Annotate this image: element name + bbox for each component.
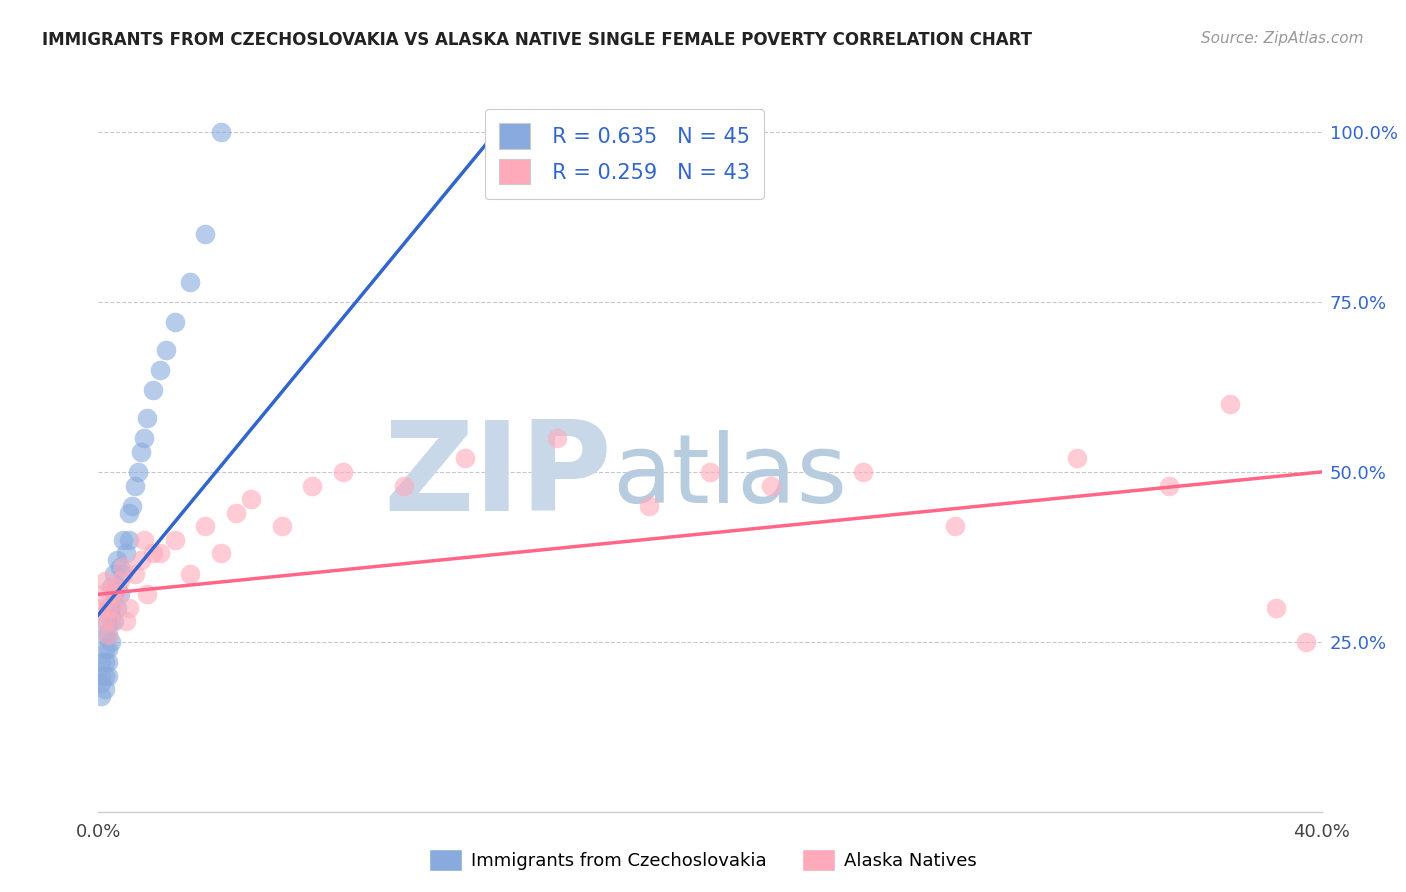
Point: [97, 628, 120, 642]
Point: [392, 478, 416, 492]
Point: [103, 600, 125, 615]
Point: [454, 451, 477, 466]
Point: [124, 478, 146, 492]
Point: [270, 519, 292, 533]
Point: [103, 587, 125, 601]
Point: [90, 655, 112, 669]
Text: IMMIGRANTS FROM CZECHOSLOVAKIA VS ALASKA NATIVE SINGLE FEMALE POVERTY CORRELATIO: IMMIGRANTS FROM CZECHOSLOVAKIA VS ALASKA…: [42, 31, 1032, 49]
Point: [209, 546, 232, 560]
Point: [100, 615, 122, 629]
Point: [1219, 397, 1241, 411]
Point: [111, 533, 134, 547]
Point: [332, 465, 354, 479]
Point: [93, 641, 115, 656]
Point: [108, 574, 131, 588]
Point: [103, 566, 125, 581]
Point: [129, 553, 152, 567]
Point: [93, 615, 115, 629]
Text: Source: ZipAtlas.com: Source: ZipAtlas.com: [1201, 31, 1364, 46]
Point: [118, 600, 141, 615]
Text: atlas: atlas: [612, 430, 848, 523]
Point: [163, 533, 186, 547]
Point: [179, 275, 201, 289]
Legend: Immigrants from Czechoslovakia, Alaska Natives: Immigrants from Czechoslovakia, Alaska N…: [422, 842, 984, 879]
Point: [1066, 451, 1088, 466]
Point: [108, 587, 131, 601]
Point: [149, 546, 172, 560]
Point: [93, 628, 115, 642]
Point: [93, 655, 115, 669]
Point: [699, 465, 721, 479]
Point: [136, 587, 159, 601]
Point: [852, 465, 875, 479]
Point: [124, 566, 146, 581]
Point: [118, 506, 141, 520]
Point: [1295, 635, 1317, 649]
Point: [97, 628, 120, 642]
Point: [93, 615, 115, 629]
Point: [129, 444, 152, 458]
Point: [301, 478, 323, 492]
Point: [105, 600, 128, 615]
Point: [93, 682, 115, 697]
Point: [759, 478, 782, 492]
Point: [111, 560, 134, 574]
Point: [97, 600, 120, 615]
Point: [943, 519, 966, 533]
Point: [100, 635, 122, 649]
Point: [240, 492, 263, 507]
Point: [111, 566, 134, 581]
Point: [134, 431, 156, 445]
Point: [103, 615, 125, 629]
Point: [90, 600, 112, 615]
Point: [142, 546, 165, 560]
Point: [100, 615, 122, 629]
Legend:   R = 0.635   N = 45,   R = 0.259   N = 43: R = 0.635 N = 45, R = 0.259 N = 43: [485, 109, 765, 199]
Point: [225, 506, 247, 520]
Point: [115, 615, 138, 629]
Point: [100, 581, 122, 595]
Point: [127, 465, 149, 479]
Point: [121, 499, 143, 513]
Point: [1157, 478, 1180, 492]
Point: [546, 431, 568, 445]
Point: [118, 533, 141, 547]
Point: [134, 533, 156, 547]
Point: [209, 125, 232, 139]
Point: [136, 410, 159, 425]
Point: [90, 587, 112, 601]
Point: [163, 315, 186, 329]
Point: [155, 343, 177, 357]
Point: [97, 655, 120, 669]
Point: [637, 499, 661, 513]
Point: [90, 675, 112, 690]
Point: [105, 581, 128, 595]
Point: [93, 574, 115, 588]
Point: [149, 363, 172, 377]
Point: [103, 581, 125, 595]
Point: [90, 689, 112, 703]
Point: [105, 587, 128, 601]
Point: [142, 384, 165, 398]
Point: [97, 641, 120, 656]
Point: [105, 553, 128, 567]
Text: ZIP: ZIP: [384, 416, 612, 537]
Point: [100, 587, 122, 601]
Point: [108, 560, 131, 574]
Point: [194, 227, 217, 241]
Point: [115, 546, 138, 560]
Point: [179, 566, 201, 581]
Point: [97, 669, 120, 683]
Point: [93, 669, 115, 683]
Point: [100, 600, 122, 615]
Point: [1264, 600, 1286, 615]
Point: [97, 600, 120, 615]
Point: [90, 669, 112, 683]
Point: [194, 519, 217, 533]
